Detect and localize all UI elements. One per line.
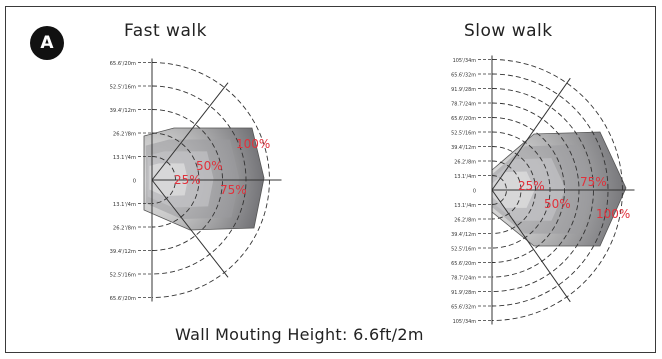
slow-walk-title: Slow walk — [464, 21, 553, 41]
slow-walk-range-diagram: 105'/34m 65.6'/32m 91.9'/28m 78.7'/24m 65.6'… — [451, 55, 635, 325]
range-tick-label: 65.6'/20m — [110, 296, 136, 302]
range-tick-label: 52.5'/16m — [451, 131, 476, 137]
range-tick-label: 26.2'/8m — [454, 218, 476, 224]
sensitivity-percent-label: 50% — [544, 197, 571, 211]
range-arc — [491, 160, 522, 220]
range-tick-label: 52.5'/16m — [451, 247, 476, 253]
range-tick-label: 65.6'/32m — [451, 73, 476, 79]
radial-axis — [151, 82, 229, 181]
range-tick-label: 91.9'/28m — [451, 87, 476, 93]
radial-axis — [491, 189, 571, 303]
fast-walk-range-diagram: 65.6'/20m 52.5'/16m 39.4'/12m 26.2'/8m 13.1'… — [110, 58, 282, 302]
range-tick-label: 13.1'/4m — [454, 203, 476, 209]
range-tick-label: 78.7'/24m — [451, 102, 476, 108]
range-tick-label: 105'/34m — [453, 319, 477, 325]
sensitivity-percent-label: 50% — [196, 159, 223, 173]
range-tick-label: 26.2'/8m — [454, 160, 476, 166]
range-tick-label: 52.5'/16m — [110, 273, 136, 279]
range-tick-label: 105'/34m — [453, 58, 477, 64]
range-tick-label: 13.1'/4m — [454, 174, 476, 180]
sensitivity-percent-label: 100% — [596, 207, 630, 221]
sensitivity-percent-label: 25% — [518, 179, 545, 193]
radial-axis — [491, 77, 571, 191]
figure-frame — [5, 6, 656, 353]
range-arc — [151, 109, 223, 251]
mounting-height-caption: Wall Mouting Height: 6.6ft/2m — [175, 325, 424, 344]
range-tick-label: 65.6'/20m — [110, 61, 136, 67]
range-tick-label: 65.6'/32m — [451, 305, 476, 311]
sensitivity-percent-label: 75% — [220, 183, 247, 197]
fast-walk-title: Fast walk — [124, 21, 207, 41]
range-tick-label: 13.1'/4m — [113, 155, 136, 161]
range-tick-label: 0 — [473, 189, 476, 195]
range-tick-label: 39.4'/12m — [110, 249, 136, 255]
range-tick-label: 65.6'/20m — [451, 261, 476, 267]
range-tick-label: 0 — [133, 179, 136, 185]
range-tick-label: 52.5'/16m — [110, 85, 136, 91]
range-tick-label: 13.1'/4m — [113, 202, 136, 208]
range-tick-label: 39.4'/12m — [451, 145, 476, 151]
range-tick-label: 65.6'/20m — [451, 116, 476, 122]
range-tick-label: 26.2'/8m — [113, 226, 136, 232]
radial-axis — [151, 179, 229, 278]
range-tick-label: 39.4'/12m — [110, 108, 136, 114]
panel-label-badge: A — [30, 26, 64, 60]
sensitivity-percent-label: 100% — [236, 137, 270, 151]
range-tick-label: 26.2'/8m — [113, 132, 136, 138]
sensitivity-percent-label: 25% — [174, 173, 201, 187]
sensitivity-percent-label: 75% — [580, 175, 607, 189]
range-tick-label: 39.4'/12m — [451, 232, 476, 238]
range-tick-label: 78.7'/24m — [451, 276, 476, 282]
range-tick-label: 91.9'/28m — [451, 290, 476, 296]
